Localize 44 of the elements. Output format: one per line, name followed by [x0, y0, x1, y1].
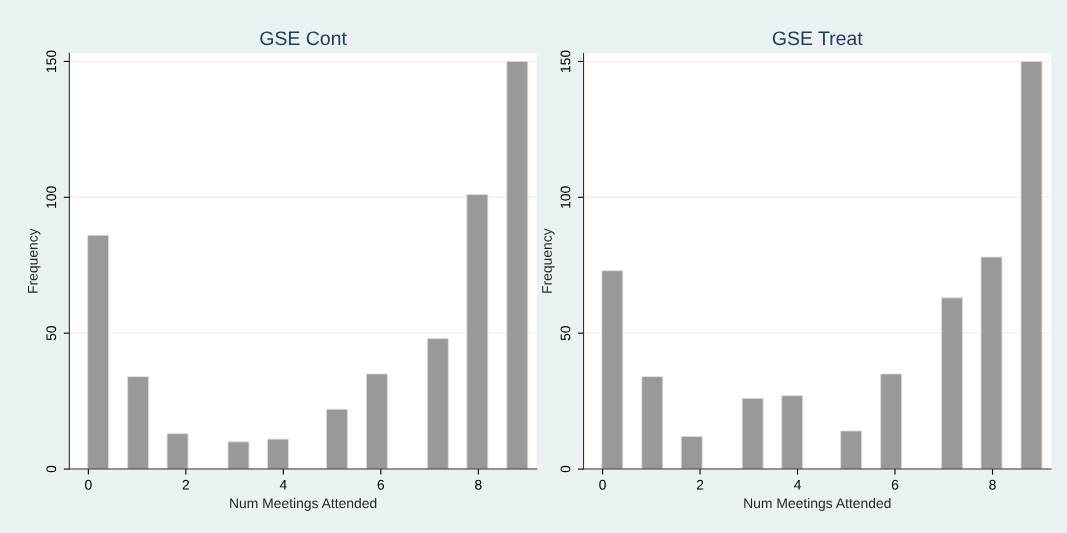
x-tick-label: 2 [696, 479, 704, 490]
bar [601, 270, 624, 470]
y-axis-title: Frequency [28, 228, 41, 293]
x-tick-label: 0 [599, 479, 606, 490]
x-axis-title: Num Meetings Attended [230, 497, 377, 511]
y-tick-label: 100 [560, 186, 571, 208]
y-tick-label: 50 [560, 326, 571, 341]
bar [680, 436, 703, 470]
y-tick-label: 150 [46, 50, 57, 72]
y-axis-title: Frequency [542, 228, 555, 293]
y-tick-label: 50 [46, 326, 57, 341]
bar [641, 376, 664, 470]
bar [840, 430, 863, 470]
bar [127, 376, 149, 470]
chart-title: GSE Treat [772, 31, 863, 46]
chart-title: GSE Cont [260, 31, 347, 46]
bar [941, 297, 963, 470]
bar [267, 438, 289, 470]
bar [781, 395, 804, 470]
y-tick-label: 100 [46, 186, 57, 208]
x-tick-label: 6 [891, 479, 899, 490]
y-tick-label: 0 [46, 465, 57, 473]
bar [466, 194, 489, 470]
y-tick-label: 0 [560, 465, 571, 473]
y-tick-label: 150 [560, 50, 571, 72]
bar [426, 338, 449, 470]
bar [506, 61, 529, 470]
x-tick-label: 4 [279, 479, 287, 490]
bar [166, 433, 189, 470]
bar [87, 234, 110, 470]
bar [366, 373, 388, 470]
x-tick-label: 6 [377, 479, 385, 490]
x-tick-label: 0 [85, 479, 92, 490]
bar [1020, 61, 1043, 470]
bar [741, 397, 764, 470]
bar [880, 373, 903, 470]
x-tick-label: 8 [475, 479, 482, 490]
x-tick-label: 2 [182, 479, 190, 490]
x-tick-label: 8 [989, 479, 996, 490]
bar [980, 256, 1003, 470]
bar [227, 441, 250, 470]
x-tick-label: 4 [793, 479, 801, 490]
bar [326, 408, 348, 470]
x-axis-title: Num Meetings Attended [744, 497, 891, 511]
